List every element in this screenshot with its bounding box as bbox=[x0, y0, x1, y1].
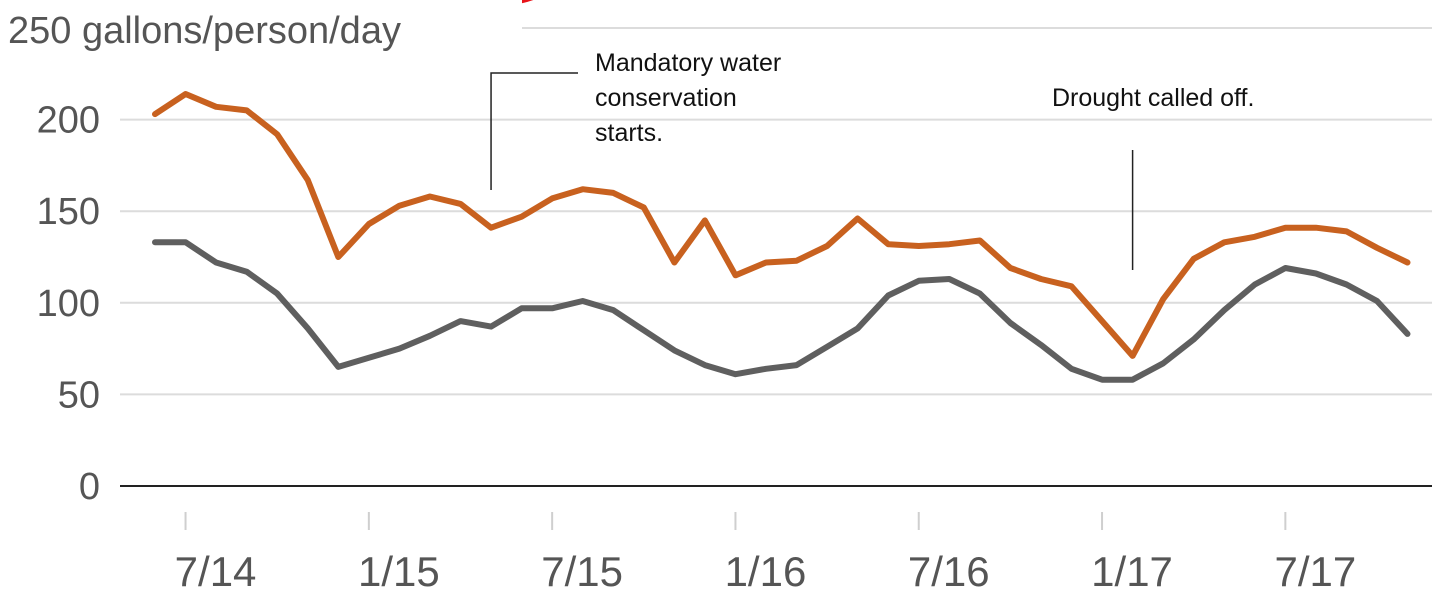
x-tick-label: 7/14 bbox=[175, 548, 257, 593]
grid-layer bbox=[120, 27, 1432, 487]
y-tick-label: 200 bbox=[37, 100, 100, 142]
series-line-2 bbox=[152, 239, 1411, 383]
y-tick-label: 0 bbox=[79, 466, 100, 508]
annotation-text-line: starts. bbox=[595, 119, 663, 147]
x-tick-label: 1/16 bbox=[725, 548, 807, 593]
x-tick-label: 7/16 bbox=[908, 548, 990, 593]
annotation-1: Mandatory water conservation starts. bbox=[490, 49, 781, 190]
annotation-text-line: Drought called off. bbox=[1052, 84, 1254, 112]
annotation-text-line: conservation bbox=[595, 84, 737, 112]
top-gridline-label-bg bbox=[0, 0, 522, 56]
annotation-layer: Mandatory water conservation starts. Drough… bbox=[490, 49, 1254, 270]
x-tick-label: 1/15 bbox=[358, 548, 440, 593]
y-axis-unit-label: 250 gallons/person/day bbox=[8, 10, 401, 52]
y-tick-label: 100 bbox=[37, 283, 100, 325]
x-tick-label: 1/17 bbox=[1091, 548, 1173, 593]
y-tick-label: 50 bbox=[58, 374, 100, 416]
series-layer bbox=[152, 91, 1411, 383]
y-tick-label: 150 bbox=[37, 191, 100, 233]
series-line-1 bbox=[152, 91, 1411, 359]
axis-layer: 0 50 100 150 200 7/14 1/15 7/15 1/16 7/16 1/17 7/17 bbox=[37, 100, 1357, 593]
x-tick-label: 7/15 bbox=[541, 548, 623, 593]
x-tick-label: 7/17 bbox=[1274, 548, 1356, 593]
annotation-2: Drought called off. bbox=[1052, 84, 1254, 270]
annotation-leader-line bbox=[490, 72, 578, 190]
annotation-text-line: Mandatory water bbox=[595, 49, 781, 77]
